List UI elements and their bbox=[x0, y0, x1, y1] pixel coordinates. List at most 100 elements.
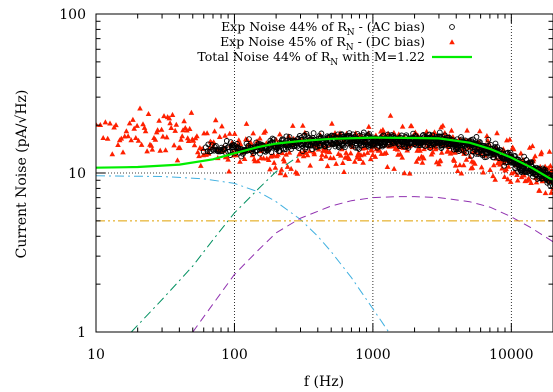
dc-bias-point bbox=[140, 121, 146, 127]
dc-bias-point bbox=[440, 122, 446, 128]
dc-bias-point bbox=[333, 160, 339, 166]
x-tick-label: 100 bbox=[221, 347, 248, 363]
dc-bias-point bbox=[454, 168, 461, 173]
dc-bias-point bbox=[478, 164, 485, 170]
dc-bias-point bbox=[158, 126, 165, 132]
ac-bias-point bbox=[433, 142, 439, 149]
dc-bias-point bbox=[399, 154, 405, 160]
dc-bias-point bbox=[518, 150, 524, 156]
dc-bias-point bbox=[372, 153, 379, 159]
dc-bias-point bbox=[408, 123, 415, 129]
dc-bias-point bbox=[225, 156, 231, 162]
ac-bias-point bbox=[318, 130, 325, 137]
dc-bias-point bbox=[120, 149, 126, 155]
dc-bias-point bbox=[318, 155, 324, 161]
dc-bias-point bbox=[181, 118, 187, 124]
ac-bias-point bbox=[352, 144, 359, 151]
dc-bias-point bbox=[452, 162, 459, 168]
dc-bias-point bbox=[236, 137, 242, 143]
ac-bias-point bbox=[223, 138, 230, 144]
dc-bias-point bbox=[243, 120, 250, 126]
dc-bias-point bbox=[222, 132, 228, 138]
dc-bias-point bbox=[330, 155, 337, 161]
dc-bias-point bbox=[294, 170, 301, 176]
dc-bias-point bbox=[463, 156, 470, 162]
dc-bias-point bbox=[172, 127, 178, 133]
dc-bias-point bbox=[198, 162, 204, 168]
dc-bias-point bbox=[123, 128, 130, 134]
dc-bias-point bbox=[162, 147, 169, 153]
dc-bias-point bbox=[226, 130, 233, 136]
dc-bias-point bbox=[270, 152, 277, 158]
dc-bias-point bbox=[250, 130, 256, 136]
ac-bias-point bbox=[436, 129, 443, 136]
y-tick-label: 10 bbox=[68, 166, 86, 182]
ac-bias-point bbox=[340, 142, 347, 149]
dc-bias-point bbox=[507, 178, 514, 184]
x-tick-label: 10000 bbox=[489, 347, 534, 363]
dc-bias-point bbox=[161, 113, 167, 119]
ac-bias-point bbox=[246, 136, 252, 142]
dc-bias-point bbox=[154, 127, 161, 133]
dc-bias-point bbox=[173, 121, 180, 127]
dc-bias-point bbox=[265, 157, 272, 162]
dc-bias-point bbox=[469, 164, 476, 170]
dc-bias-point bbox=[343, 149, 349, 155]
dc-bias-point bbox=[472, 160, 478, 166]
dc-bias-point bbox=[184, 135, 191, 141]
dc-bias-point bbox=[149, 146, 156, 152]
ac-bias-point bbox=[473, 134, 480, 140]
dc-bias-point bbox=[487, 167, 493, 172]
dc-bias-point bbox=[526, 144, 533, 150]
dc-bias-point bbox=[433, 144, 439, 150]
dc-bias-point bbox=[384, 164, 391, 169]
dc-bias-point bbox=[144, 148, 150, 154]
dc-bias-point bbox=[323, 153, 329, 159]
ac-bias-point bbox=[257, 150, 263, 157]
dc-bias-point bbox=[177, 144, 183, 150]
y-tick-label: 1 bbox=[77, 325, 86, 341]
ac-bias-point bbox=[283, 133, 290, 140]
dc-bias-point bbox=[367, 156, 374, 162]
dc-bias-point bbox=[480, 169, 486, 175]
dc-bias-point bbox=[458, 170, 465, 176]
dc-bias-point bbox=[126, 120, 133, 126]
ac-bias-point bbox=[342, 144, 348, 151]
ac-bias-point bbox=[310, 130, 317, 136]
x-tick-label: 10 bbox=[87, 347, 105, 363]
dc-bias-point bbox=[347, 150, 354, 156]
dc-bias-point bbox=[460, 162, 467, 168]
dc-bias-point bbox=[241, 156, 248, 161]
dc-bias-point bbox=[494, 130, 500, 136]
dc-bias-point bbox=[148, 142, 155, 148]
dc-bias-point bbox=[397, 151, 404, 157]
dc-bias-point bbox=[278, 166, 285, 172]
dc-bias-point bbox=[510, 146, 517, 152]
dc-bias-point bbox=[307, 162, 313, 168]
dc-bias-point bbox=[415, 155, 422, 161]
dc-bias-point bbox=[233, 152, 239, 158]
dc-bias-point bbox=[284, 163, 291, 169]
dc-bias-point bbox=[394, 146, 401, 152]
x-axis-label: f (Hz) bbox=[304, 374, 344, 390]
dc-bias-point bbox=[324, 163, 331, 169]
legend-label-2: Total Noise 44% of RN with M=1.22 bbox=[197, 49, 425, 68]
ac-bias-point bbox=[360, 129, 367, 136]
dc-bias-point bbox=[499, 165, 505, 171]
dc-bias-point bbox=[387, 112, 394, 118]
dc-bias-point bbox=[467, 153, 473, 159]
dc-bias-point bbox=[279, 150, 285, 156]
dc-bias-point bbox=[357, 155, 363, 161]
dc-bias-point bbox=[436, 161, 442, 167]
dc-bias-point bbox=[283, 151, 289, 157]
y-axis: 1 10 100 bbox=[59, 7, 553, 341]
legend-marker-triangle bbox=[449, 39, 455, 45]
dc-bias-point bbox=[417, 147, 423, 153]
dc-bias-point bbox=[204, 130, 210, 136]
dc-bias-point bbox=[277, 170, 284, 176]
dc-bias-point bbox=[196, 153, 202, 159]
dc-bias-point bbox=[216, 133, 223, 139]
dc-bias-point bbox=[429, 149, 436, 155]
dc-bias-point bbox=[491, 162, 497, 168]
